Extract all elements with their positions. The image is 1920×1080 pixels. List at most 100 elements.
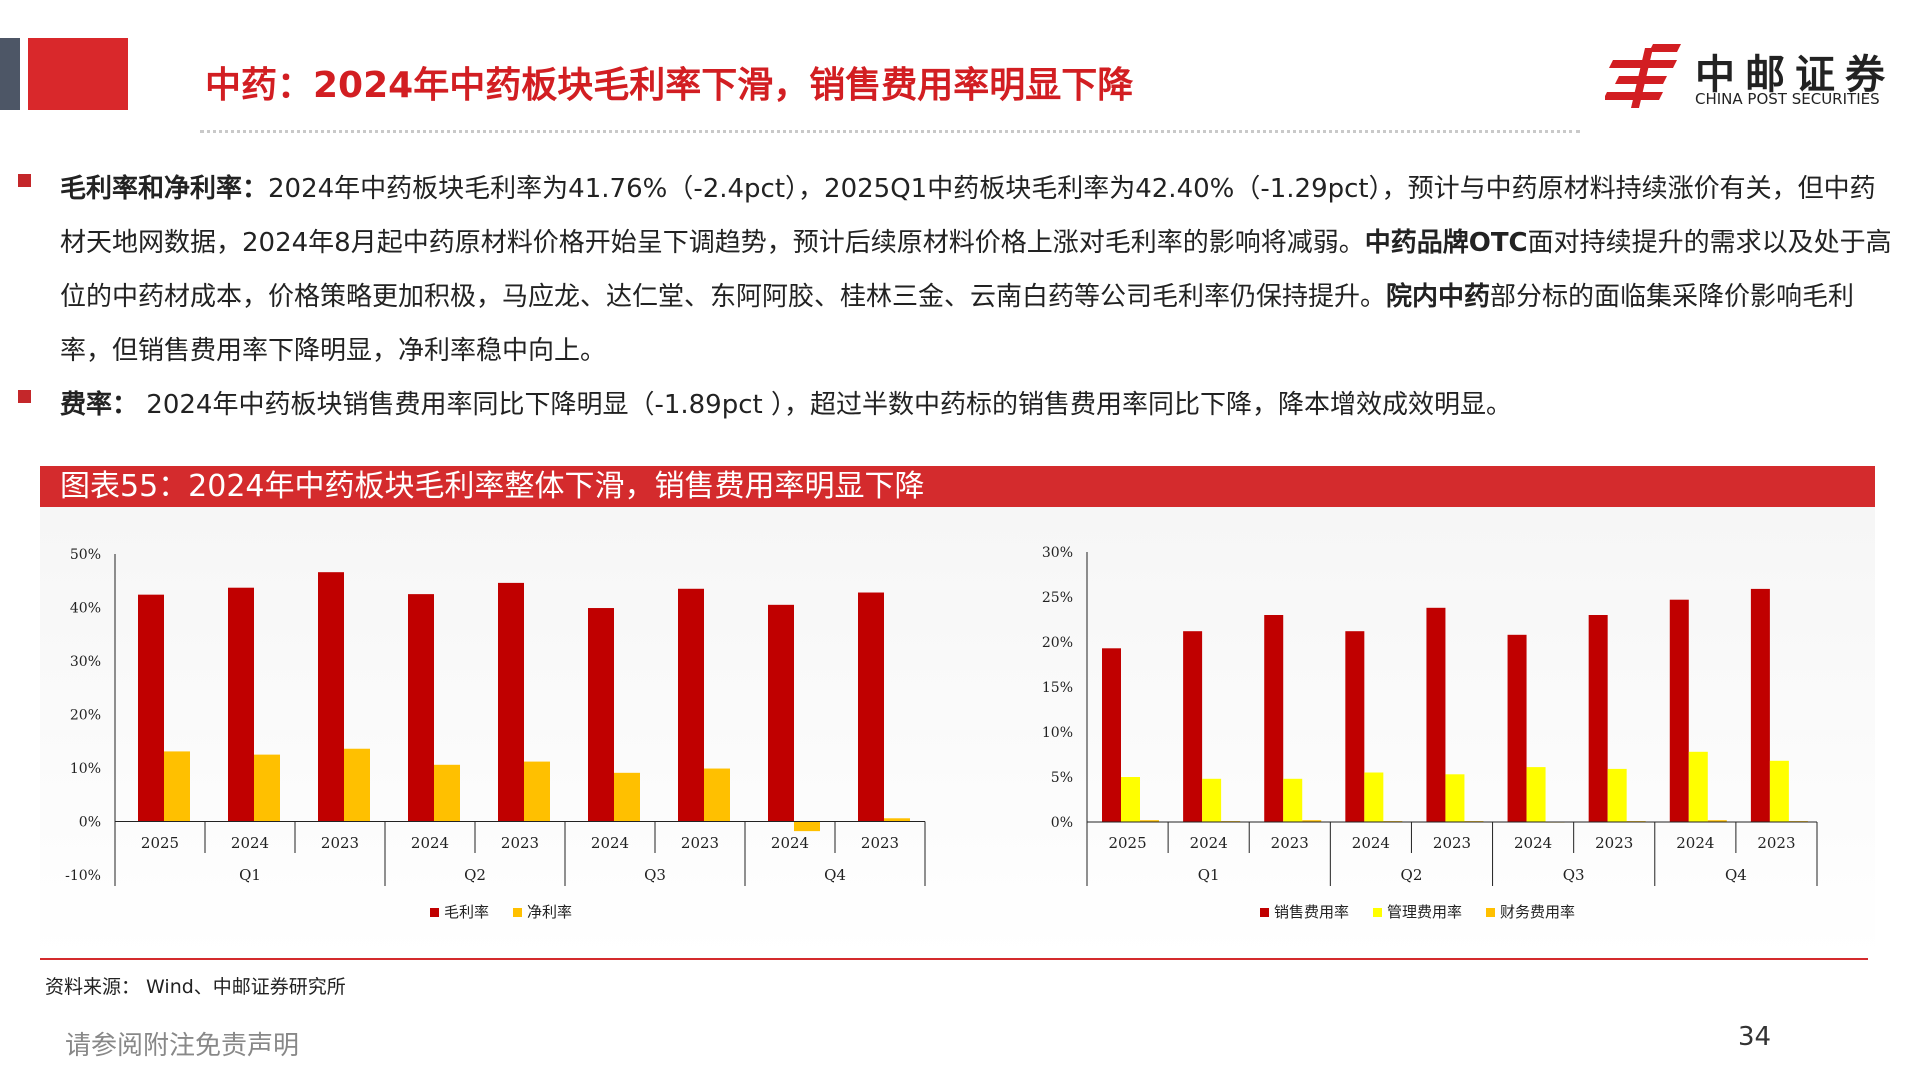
bar-primary [1507,634,1527,822]
x-tick-label: 2024 [411,834,449,852]
x-tick-label: 2023 [501,834,539,852]
bar-secondary [1140,820,1159,822]
margin-bar-chart: 50% 40% 30% 20% 10% 0% -10% 2025 2024 2023 2024 202… [65,547,926,921]
y-tick-label: 40% [70,601,101,617]
y-tick-label: 30% [1042,545,1073,561]
x-tick-label: 2023 [1757,834,1795,852]
x-tick-label: 2023 [1433,834,1471,852]
bar-secondary [1607,768,1627,822]
x-tick-label: 2025 [141,834,179,852]
bar-primary [318,572,344,822]
y-tick-label: 0% [79,815,101,831]
logo-mark-icon [1605,44,1681,108]
y-tick-label: 25% [1042,590,1073,606]
bar-secondary [524,761,550,822]
y-tick-label: 5% [1051,770,1073,786]
bar-primary [858,592,884,822]
bar-primary [768,604,794,822]
bar-primary [1588,615,1608,822]
x-tick-label: 2024 [591,834,629,852]
bar-secondary [1526,767,1546,822]
bullet-emphasis: 院内中药 [1386,282,1491,312]
figure-title: 图表55：2024年中药板块毛利率整体下滑，销售费用率明显下降 [60,469,925,504]
bar-secondary [254,754,280,822]
group-label: Q4 [824,866,846,884]
legend-label: 财务费用率 [1500,903,1575,921]
bar-secondary [1445,774,1465,822]
group-label: Q1 [239,866,261,884]
legend-label: 管理费用率 [1387,903,1462,921]
bar-secondary [1364,772,1384,822]
bar-primary [228,587,254,822]
bar-secondary [164,751,190,822]
x-tick-label: 2023 [1271,834,1309,852]
y-tick-label: 15% [1042,680,1073,696]
expense-rate-bar-chart: 30% 25% 20% 15% 10% 5% 0% 2025 2024 2023 2024 2023 2… [1042,545,1818,921]
legend-swatch [513,908,522,917]
x-tick-label: 2024 [1514,834,1552,852]
bar-primary [1102,648,1121,822]
bar-primary [1264,615,1284,822]
bullet-emphasis: 中药品牌OTC [1364,228,1528,258]
group-label: Q2 [1401,866,1423,884]
bar-primary [678,588,704,822]
bar-primary [1669,599,1689,822]
y-tick-label: 30% [70,654,101,670]
x-tick-label: 2024 [1676,834,1714,852]
bar-secondary [884,818,910,822]
bar-secondary [434,764,460,822]
x-tick-label: 2023 [1595,834,1633,852]
logo-text-cn: 中邮证券 [1695,52,1895,98]
bar-primary [1183,631,1203,822]
y-tick-label: 0% [1051,815,1073,831]
bullet-lead: 毛利率和净利率： [60,174,269,204]
bar-secondary [344,748,370,822]
x-tick-label: 2024 [1190,834,1228,852]
bar-secondary [794,821,820,832]
bullet-marker [18,390,31,403]
y-tick-label: 10% [70,761,101,777]
x-tick-label: 2024 [231,834,269,852]
group-label: Q2 [464,866,486,884]
y-tick-label: 20% [1042,635,1073,651]
bar-primary [588,608,614,822]
bar-secondary [704,768,730,822]
disclaimer-link[interactable]: 请参阅附注免责声明 [65,1031,300,1061]
bar-secondary [1707,820,1727,822]
legend-swatch [1260,908,1269,917]
figure-title-bar: 图表55：2024年中药板块毛利率整体下滑，销售费用率明显下降 [40,466,1875,507]
bar-primary [138,594,164,822]
bullet-text: 费率： 2024年中药板块销售费用率同比下降明显（-1.89pct ），超过半数… [60,378,1898,432]
bullet-body: 面对持续提升的需求以及处于高位的中药材成本，价格策略更加积极，马应龙、达仁堂、东… [60,228,1892,312]
legend-label: 净利率 [527,903,572,921]
bullet-marker [18,174,31,187]
figure-background [40,507,1875,961]
legend-label: 销售费用率 [1274,903,1349,921]
y-tick-label: 10% [1042,725,1073,741]
bar-primary [1750,588,1770,822]
x-tick-label: 2024 [771,834,809,852]
y-tick-label: -10% [65,868,101,884]
bar-secondary [1769,760,1789,822]
x-tick-label: 2023 [321,834,359,852]
header-red-block [28,38,128,110]
y-tick-label: 50% [70,547,101,563]
x-tick-label: 2023 [861,834,899,852]
legend-swatch [1486,908,1495,917]
bullet-expense: 费率： 2024年中药板块销售费用率同比下降明显（-1.89pct ），超过半数… [18,378,1898,432]
x-tick-label: 2025 [1108,834,1146,852]
group-label: Q1 [1198,866,1220,884]
bar-primary [1345,631,1365,822]
bar-secondary [1283,778,1303,822]
source-divider [40,958,1868,960]
bullet-margin: 毛利率和净利率：2024年中药板块毛利率为41.76%（-2.4pct），202… [18,162,1898,378]
x-tick-label: 2023 [681,834,719,852]
bullet-body: 2024年中药板块销售费用率同比下降明显（-1.89pct ），超过半数中药标的… [138,390,1512,420]
bar-primary [1426,607,1446,822]
legend-label: 毛利率 [444,903,489,921]
bar-secondary [1302,820,1322,822]
bar-primary [408,594,434,822]
logo-text-en: CHINA POST SECURITIES [1695,90,1880,108]
legend-swatch [430,908,439,917]
page-title: 中药：2024年中药板块毛利率下滑，销售费用率明显下降 [205,65,1134,106]
